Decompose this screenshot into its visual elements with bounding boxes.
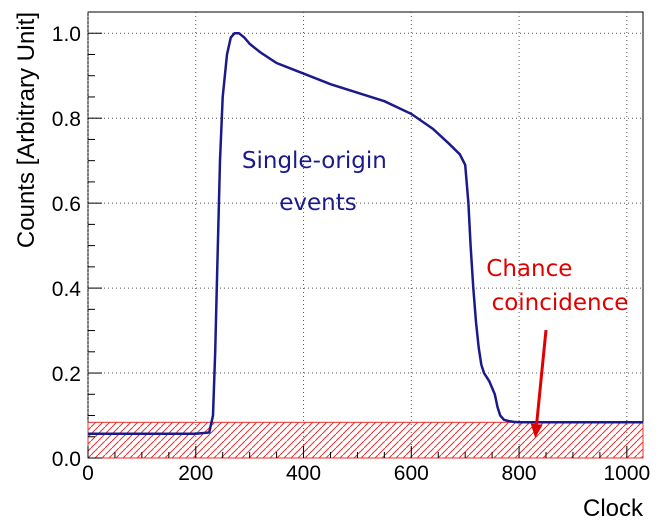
x-tick-label: 600: [394, 462, 429, 485]
x-tick-label: 200: [178, 462, 213, 485]
axis-ticks: [87, 11, 628, 459]
series-curve: [88, 31, 643, 436]
y-tick-label: 1.0: [52, 23, 81, 46]
y-axis-title: Counts [Arbitrary Unit]: [13, 12, 40, 248]
annotation-single-origin: Single-origin events: [242, 148, 394, 216]
y-tick-labels: 0.0 0.2 0.4 0.6 0.8 1.0: [52, 23, 82, 471]
plot-frame: [87, 11, 644, 459]
y-tick-label: 0.4: [52, 278, 82, 301]
y-tick-label: 0.0: [52, 448, 81, 471]
x-tick-labels: 0 200 400 600 800 1000: [82, 462, 650, 485]
x-tick-label: 0: [82, 462, 94, 485]
y-tick-label: 0.8: [52, 108, 81, 131]
x-tick-label: 400: [286, 462, 321, 485]
x-tick-label: 800: [502, 462, 537, 485]
annotation-arrow-head: [530, 423, 543, 439]
background-band: [87, 421, 644, 459]
x-axis-title: Clock: [583, 495, 644, 522]
annotation-arrow: [535, 329, 548, 425]
annotation-chance-coincidence: Chance coincidence: [486, 256, 628, 316]
y-tick-label: 0.2: [52, 363, 81, 386]
x-tick-label: 1000: [603, 462, 650, 485]
y-tick-label: 0.6: [52, 193, 81, 216]
